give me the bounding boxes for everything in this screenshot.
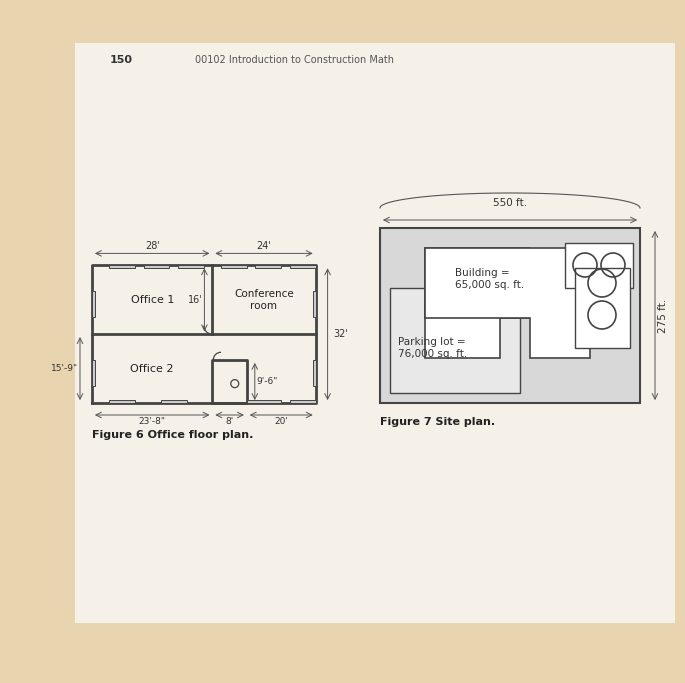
Text: Office 1: Office 1 — [131, 295, 174, 305]
Text: 8': 8' — [225, 417, 234, 426]
Text: Office 2: Office 2 — [130, 363, 174, 374]
Text: 28': 28' — [145, 241, 160, 251]
Bar — [92, 360, 95, 386]
Bar — [178, 266, 204, 268]
Text: 24': 24' — [257, 241, 271, 251]
Text: 550 ft.: 550 ft. — [493, 198, 527, 208]
FancyBboxPatch shape — [75, 43, 675, 623]
Bar — [92, 291, 95, 317]
Bar — [247, 400, 282, 403]
Bar — [425, 298, 500, 358]
Text: Figure 7 Site plan.: Figure 7 Site plan. — [380, 417, 495, 427]
Bar — [221, 266, 247, 268]
Text: 16': 16' — [188, 295, 202, 305]
Bar — [109, 400, 135, 403]
Text: 275 ft.: 275 ft. — [658, 298, 668, 333]
Text: Conference
room: Conference room — [234, 289, 294, 311]
Bar — [290, 266, 316, 268]
Text: Parking lot =
76,000 sq. ft.: Parking lot = 76,000 sq. ft. — [398, 337, 467, 359]
Bar — [109, 266, 135, 268]
Bar — [256, 266, 282, 268]
Text: 150: 150 — [110, 55, 133, 65]
Text: Building =
65,000 sq. ft.: Building = 65,000 sq. ft. — [455, 268, 524, 290]
Bar — [161, 400, 186, 403]
Bar — [312, 360, 316, 386]
Bar — [144, 266, 169, 268]
Bar — [390, 288, 520, 393]
Bar — [425, 248, 530, 318]
Bar — [575, 268, 630, 348]
Bar — [312, 291, 316, 317]
Text: 00102 Introduction to Construction Math: 00102 Introduction to Construction Math — [195, 55, 394, 65]
Text: 9'-6": 9'-6" — [257, 377, 278, 386]
Text: 15'-9": 15'-9" — [51, 364, 78, 373]
Bar — [380, 228, 640, 403]
Polygon shape — [425, 248, 590, 358]
Text: 23'-8": 23'-8" — [138, 417, 166, 426]
Text: Figure 6 Office floor plan.: Figure 6 Office floor plan. — [92, 430, 253, 440]
Text: 20': 20' — [274, 417, 288, 426]
Bar — [290, 400, 316, 403]
Text: 32': 32' — [334, 329, 349, 339]
Bar — [565, 243, 633, 288]
